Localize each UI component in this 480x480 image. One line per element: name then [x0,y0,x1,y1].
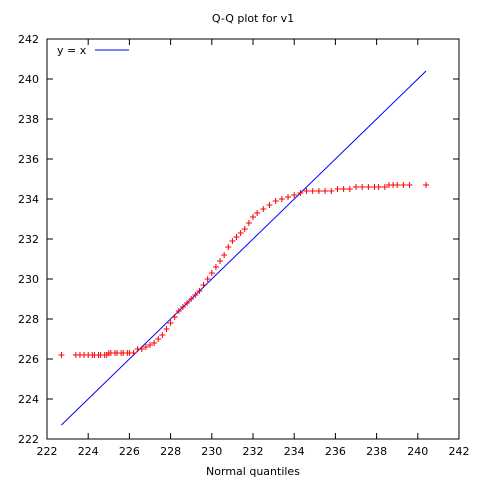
data-point [245,220,252,226]
data-point [171,314,178,320]
data-point [423,182,430,188]
data-point [365,184,372,190]
data-point [212,264,219,270]
data-point [130,350,137,356]
y-tick-label: 242 [18,33,39,46]
x-tick-label: 238 [366,445,387,458]
x-tick-label: 234 [284,445,305,458]
data-point [266,202,273,208]
data-point [272,198,279,204]
data-point [192,292,199,298]
x-axis-ticks: 222 224 226 228 230 232 234 236 238 240 242 [37,39,470,458]
data-point [188,296,195,302]
data-point [250,214,256,220]
data-point [400,182,407,188]
y-tick-label: 232 [18,233,39,246]
legend: y = x [57,44,129,57]
y-tick-label: 226 [18,353,39,366]
data-point [233,234,240,240]
data-points [58,182,430,358]
data-point [217,258,224,264]
data-point [184,300,191,306]
data-point [229,238,236,244]
data-point [179,304,186,310]
data-point [225,244,232,250]
data-point [406,182,413,188]
y-tick-label: 240 [18,73,39,86]
data-point [260,206,267,212]
x-tick-label: 226 [119,445,140,458]
data-point [241,226,248,232]
x-tick-label: 232 [243,445,264,458]
chart-title: Q-Q plot for v1 [212,12,294,25]
data-point [159,332,166,338]
data-point [375,184,382,190]
x-tick-label: 222 [37,445,58,458]
y-tick-label: 224 [18,393,39,406]
data-point [322,188,329,194]
data-point [204,276,211,282]
reference-line-y-equals-x [61,70,427,426]
x-tick-label: 230 [201,445,222,458]
x-tick-label: 240 [407,445,428,458]
data-point [167,320,174,326]
data-point [147,342,153,348]
y-tick-label: 238 [18,113,39,126]
y-tick-label: 228 [18,313,39,326]
legend-label: y = x [57,44,87,57]
data-point [237,230,244,236]
data-point [200,282,207,288]
x-tick-label: 236 [325,445,346,458]
data-point [346,186,353,192]
y-tick-label: 222 [18,433,39,446]
y-tick-label: 236 [18,153,39,166]
x-tick-label: 224 [78,445,99,458]
data-point [394,182,401,188]
data-point [297,190,304,196]
y-axis-ticks: 222 224 226 228 230 232 234 236 238 240 242 [18,33,459,446]
data-point [334,186,341,192]
data-point [163,326,170,332]
data-point [309,188,316,194]
x-tick-label: 242 [449,445,470,458]
data-point [381,184,388,190]
data-point [196,288,203,294]
data-point [353,184,359,190]
data-point [278,196,285,202]
data-point [221,252,228,258]
data-point [58,352,65,358]
y-tick-label: 234 [18,193,39,206]
data-point [138,346,145,352]
data-point [315,188,322,194]
data-point [291,192,298,198]
data-point [328,188,335,194]
y-tick-label: 230 [18,273,39,286]
data-point [303,188,310,194]
data-point [359,184,366,190]
data-point [175,308,182,314]
x-axis-label: Normal quantiles [206,465,300,478]
data-point [254,210,261,216]
data-point [285,194,292,200]
data-point [340,186,347,192]
data-point [155,336,162,342]
x-tick-label: 228 [160,445,181,458]
data-point [142,344,149,350]
data-point [151,340,158,346]
data-point [208,270,215,276]
